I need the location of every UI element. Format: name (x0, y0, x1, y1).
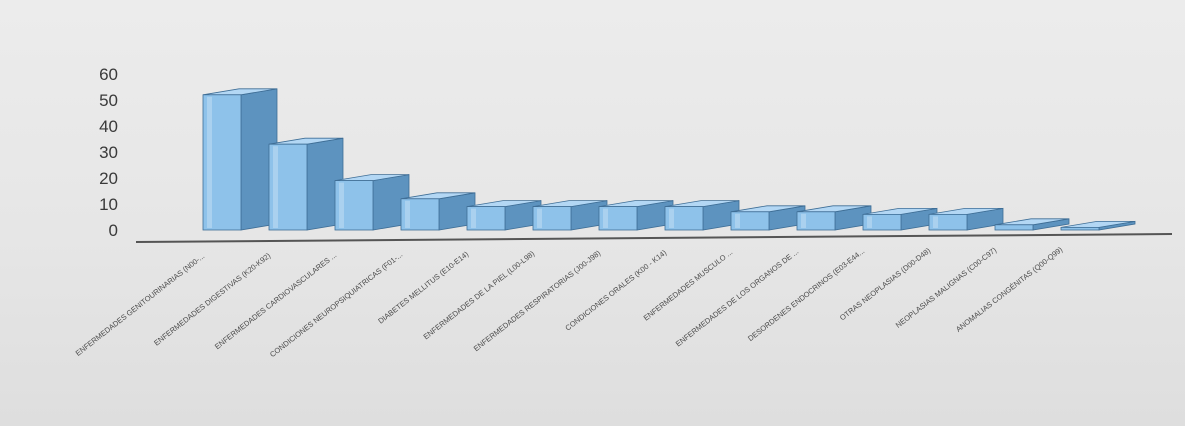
bar (664, 200, 740, 231)
bar (400, 192, 476, 231)
x-axis: ENFERMEDADES GENITOURINARIAS (N00-...ENF… (74, 245, 1065, 359)
bar-front-face (862, 213, 902, 231)
x-tick-label: ENFERMEDADES DIGESTIVAS (K20-K92) (152, 251, 272, 348)
y-tick-label: 60 (99, 65, 118, 84)
x-tick-label: ENFERMEDADES DE LOS ORGANOS DE ... (674, 247, 800, 349)
bar-highlight (801, 213, 806, 228)
bar-highlight (207, 96, 212, 228)
bar (532, 200, 608, 231)
baseline (135, 233, 1173, 243)
bar-front-face (796, 211, 836, 231)
x-axis-line (135, 233, 1173, 243)
bar (1060, 220, 1136, 231)
bar-front-face (202, 94, 242, 231)
x-tick-label: ENFERMEDADES DE LA PIEL (L00-L98) (422, 249, 537, 342)
bar-highlight (603, 208, 608, 228)
y-axis: 0 10 20 30 40 50 60 (99, 65, 118, 240)
bar-front-face (598, 206, 638, 231)
bar-front-face (730, 211, 770, 231)
bar (202, 88, 278, 231)
y-tick-label: 30 (99, 143, 118, 162)
x-tick-label: ENFERMEDADES RESPIRATORIAS (J00-J98) (472, 248, 603, 353)
y-tick-label: 20 (99, 169, 118, 188)
bar-front-face (466, 206, 506, 231)
bar (928, 207, 1004, 231)
x-tick-label: NEOPLASIAS MALIGNAS (C00-C97) (894, 245, 999, 330)
bar (730, 205, 806, 231)
bar-highlight (339, 182, 344, 228)
x-tick-label: ANOMALIAS CONGÉNITAS (Q00-Q99) (954, 245, 1065, 334)
bar (862, 207, 938, 231)
bar-front-face (532, 206, 572, 231)
bar (334, 174, 410, 231)
bar-highlight (933, 216, 938, 228)
x-tick-label: CONDICIONES NEUROPSIQUIATRICAS (F01-... (268, 250, 404, 359)
x-tick-label: CONDICIONES ORALES (K00 - K14) (563, 248, 668, 333)
bar-highlight (537, 208, 542, 228)
x-tick-label: DESORDENES ENDOCRINOS (E03-E44... (746, 246, 866, 343)
bar-highlight (273, 146, 278, 228)
bar-highlight (405, 200, 410, 228)
y-tick-label: 0 (109, 221, 118, 240)
bar-highlight (867, 216, 872, 228)
bar-front-face (994, 224, 1034, 231)
bar-front-face (400, 198, 440, 231)
bar (268, 137, 344, 231)
bar-highlight (735, 213, 740, 228)
bars (202, 88, 1136, 231)
y-tick-label: 50 (99, 91, 118, 110)
bar-front-face (928, 213, 968, 231)
y-tick-label: 10 (99, 195, 118, 214)
bar-highlight (669, 208, 674, 228)
bar-front-face (334, 180, 374, 231)
bar (466, 200, 542, 231)
x-tick-label: ENFERMEDADES GENITOURINARIAS (N00-... (74, 251, 207, 357)
bar (598, 200, 674, 231)
bar (796, 205, 872, 231)
bar (994, 218, 1070, 231)
y-tick-label: 40 (99, 117, 118, 136)
bar-front-face (664, 206, 704, 231)
bar-highlight (471, 208, 476, 228)
bar-front-face (1060, 226, 1100, 231)
x-tick-label: ENFERMEDADES CARDIOVASCULARES ... (213, 250, 338, 351)
bar-front-face (268, 143, 308, 231)
